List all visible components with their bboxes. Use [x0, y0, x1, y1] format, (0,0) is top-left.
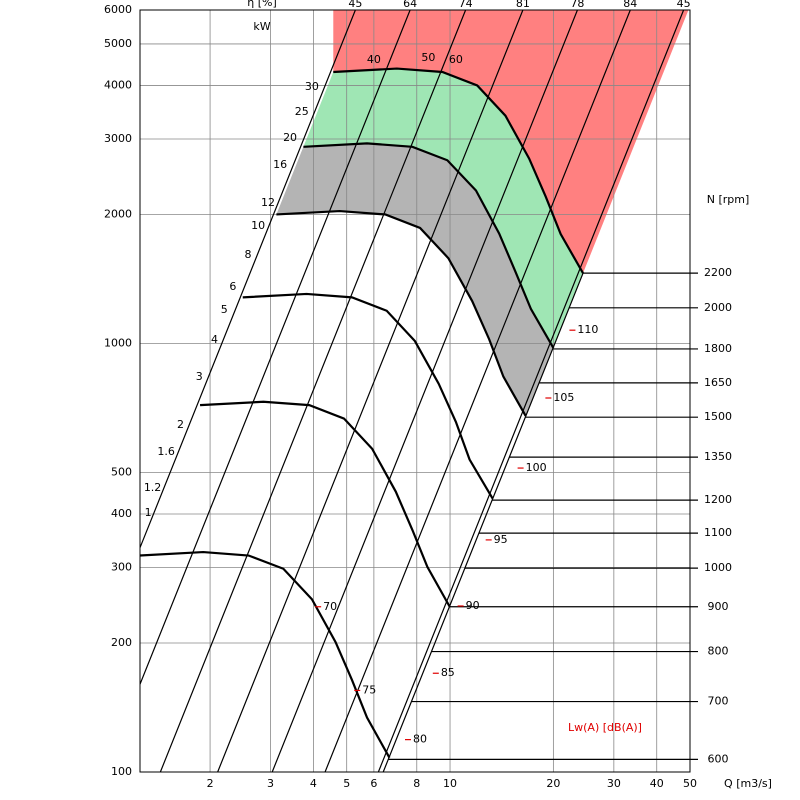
plot-frame: [139, 9, 691, 773]
power-unit: kW: [253, 20, 270, 33]
zone-fill: [333, 10, 689, 274]
power-label: 2: [177, 418, 184, 431]
rpm-label: N [rpm]: [707, 193, 750, 206]
efficiency-tick-label: 81: [516, 0, 530, 10]
efficiency-label: η [%]: [247, 0, 277, 9]
noise-tick-label: 95: [494, 533, 508, 546]
y-tick-label: 4000: [104, 78, 132, 91]
y-tick-label: 100: [111, 765, 132, 778]
rpm-tick-label: 1350: [704, 450, 732, 463]
x-tick-label: 20: [546, 777, 560, 790]
efficiency-tick-label: 64: [403, 0, 417, 10]
speed-curve: [276, 209, 527, 417]
power-label: 5: [221, 303, 228, 316]
x-tick-label: 40: [650, 777, 664, 790]
noise-tick-label: 90: [466, 599, 480, 612]
noise-tick-label: 70: [323, 600, 337, 613]
y-tick-label: 3000: [104, 132, 132, 145]
y-tick-label: 300: [111, 561, 132, 574]
power-label: 25: [295, 105, 309, 118]
efficiency-tick-label: 45: [348, 0, 362, 10]
y-tick-label: 200: [111, 636, 132, 649]
efficiency-line: [377, 10, 685, 772]
y-tick-label: 6000: [104, 3, 132, 16]
rpm-tick-label: 1650: [704, 376, 732, 389]
rpm-tick-label: 1000: [704, 561, 732, 574]
efficiency-line: [159, 10, 467, 772]
power-label: 12: [261, 196, 275, 209]
x-tick-label: 2: [207, 777, 214, 790]
power-label: 30: [305, 80, 319, 93]
rpm-tick-label: 600: [708, 752, 729, 765]
noise-tick-label: 105: [553, 391, 574, 404]
rpm-tick-label: 1200: [704, 493, 732, 506]
x-tick-label: 5: [343, 777, 350, 790]
efficiency-line: [140, 10, 356, 550]
speed-curve: [333, 67, 584, 274]
power-label: 4: [211, 333, 218, 346]
y-tick-label: 1000: [104, 336, 132, 349]
plot-area: [140, 10, 690, 772]
noise-tick-label: 100: [526, 461, 547, 474]
rpm-tick-label: 900: [708, 600, 729, 613]
efficiency-line: [140, 10, 411, 686]
y-tick-label: 5000: [104, 37, 132, 50]
noise-label: Lw(A) [dB(A)]: [568, 721, 642, 734]
x-tick-label: 4: [310, 777, 317, 790]
rpm-tick-label: 700: [708, 695, 729, 708]
power-label: 60: [449, 53, 463, 66]
boundary: [382, 272, 584, 772]
power-label: 40: [367, 53, 381, 66]
power-label: 6: [229, 280, 236, 293]
noise-tick-label: 110: [577, 323, 598, 336]
efficiency-tick-label: 74: [459, 0, 473, 10]
rpm-tick-label: 1800: [704, 342, 732, 355]
x-tick-label: 50: [683, 777, 697, 790]
speed-curve: [242, 292, 494, 499]
noise-tick-label: 85: [441, 666, 455, 679]
rpm-tick-label: 1100: [704, 526, 732, 539]
x-tick-label: 6: [370, 777, 377, 790]
y-tick-label: 2000: [104, 207, 132, 220]
power-label: 16: [273, 158, 287, 171]
power-label: 50: [421, 51, 435, 64]
efficiency-line: [324, 10, 631, 772]
x-tick-label: 8: [413, 777, 420, 790]
efficiency-tick-label: 84: [623, 0, 637, 10]
power-label: 10: [251, 219, 265, 232]
zone-fill: [303, 68, 584, 348]
y-tick-label: 400: [111, 507, 132, 520]
efficiency-line: [271, 10, 578, 772]
power-label: 8: [245, 248, 252, 261]
noise-tick-label: 75: [362, 683, 376, 696]
power-label: 3: [196, 370, 203, 383]
noise-tick-label: 80: [413, 733, 427, 746]
efficiency-line: [217, 10, 524, 772]
x-tick-label: 30: [607, 777, 621, 790]
y-tick-label: 500: [111, 465, 132, 478]
power-label: 20: [283, 131, 297, 144]
x-tick-label: 10: [443, 777, 457, 790]
rpm-tick-label: 1500: [704, 410, 732, 423]
x-tick-label: 3: [267, 777, 274, 790]
efficiency-tick-label: 78: [570, 0, 584, 10]
x-label: Q [m3/s]: [724, 777, 772, 790]
rpm-tick-label: 800: [708, 645, 729, 658]
rpm-tick-label: 2200: [704, 266, 732, 279]
speed-curve: [303, 142, 555, 349]
speed-curve: [140, 550, 391, 759]
power-label: 1: [145, 506, 152, 519]
rpm-tick-label: 2000: [704, 301, 732, 314]
power-label: 1.2: [144, 481, 162, 494]
power-label: 1.6: [157, 445, 175, 458]
efficiency-tick-label: 45: [677, 0, 691, 10]
speed-curve: [199, 400, 451, 608]
